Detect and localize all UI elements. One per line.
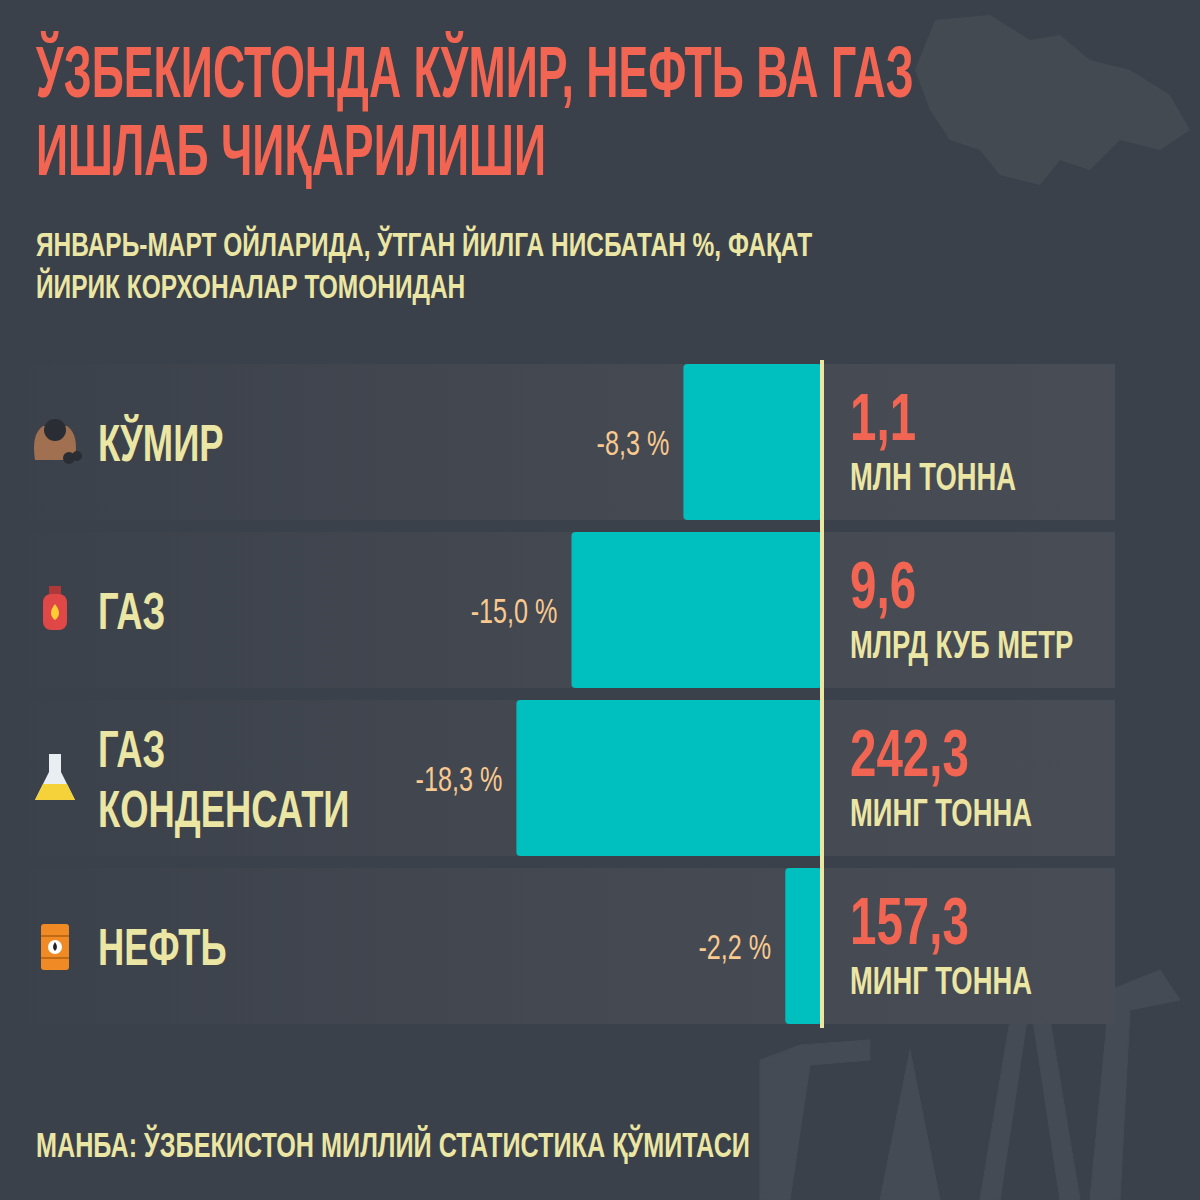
category-label-line: КЎМИР xyxy=(98,413,224,472)
category-label-line: ГАЗ xyxy=(98,581,165,640)
amount-unit: МИНГ ТОННА xyxy=(850,792,1032,834)
data-label: -15,0 % xyxy=(471,591,558,632)
category-icon xyxy=(43,586,67,630)
bar xyxy=(572,532,823,688)
category-label: ГАЗКОНДЕНСАТИ xyxy=(98,719,350,839)
category-label-line: НЕФТЬ xyxy=(98,917,227,976)
valve xyxy=(49,586,61,594)
coal xyxy=(72,451,82,461)
bar xyxy=(683,364,822,520)
barrel xyxy=(41,924,69,970)
subtitle-line: ЙИРИК КОРХОНАЛАР ТОМОНИДАН xyxy=(36,267,465,305)
barrel-badge xyxy=(48,940,62,954)
bar xyxy=(516,700,822,856)
data-label: -18,3 % xyxy=(416,759,503,800)
row-band xyxy=(0,868,1115,1024)
zero-line xyxy=(820,360,824,1028)
amount-unit: МИНГ ТОННА xyxy=(850,960,1032,1002)
liquid xyxy=(35,784,75,800)
flame xyxy=(51,604,59,620)
bars xyxy=(516,364,822,1024)
background xyxy=(0,0,1200,1200)
row-bands xyxy=(0,364,1115,1024)
category-label: КЎМИР xyxy=(98,413,224,472)
amount: 9,6 xyxy=(850,548,916,621)
amount-unit: МЛН ТОННА xyxy=(850,456,1016,498)
subtitle: ЯНВАРЬ-МАРТ ОЙЛАРИДА, ЎТГАН ЙИЛГА НИСБАТ… xyxy=(36,225,812,305)
pumpjack-stand xyxy=(880,1050,940,1200)
category-icon xyxy=(41,924,69,970)
row-band xyxy=(0,532,1115,688)
icons xyxy=(34,419,82,970)
amount-unit: МЛРД КУБ МЕТР xyxy=(850,624,1073,666)
title-line: ЎЗБЕКИСТОНДА КЎМИР, НЕФТЬ ВА ГАЗ xyxy=(35,32,913,113)
data-label: -2,2 % xyxy=(698,927,771,968)
data-label: -8,3 % xyxy=(597,423,670,464)
row-band xyxy=(0,364,1115,520)
amount: 157,3 xyxy=(850,884,969,957)
oil-drop xyxy=(53,942,57,951)
row-band xyxy=(0,700,1115,856)
category-label: ГАЗ xyxy=(98,581,165,640)
coal xyxy=(44,419,66,441)
barrel-ring xyxy=(41,935,69,937)
source: МАНБА: ЎЗБЕКИСТОН МИЛЛИЙ СТАТИСТИКА ҚЎМИ… xyxy=(36,1123,750,1165)
category-label-line: ГАЗ xyxy=(98,719,165,778)
pumpjack xyxy=(760,1040,870,1200)
flask xyxy=(35,754,75,800)
amount: 242,3 xyxy=(850,716,969,789)
subtitle-line: ЯНВАРЬ-МАРТ ОЙЛАРИДА, ЎТГАН ЙИЛГА НИСБАТ… xyxy=(36,225,812,263)
category-label: НЕФТЬ xyxy=(98,917,227,976)
title: ЎЗБЕКИСТОНДА КЎМИР, НЕФТЬ ВА ГАЗИШЛАБ ЧИ… xyxy=(35,32,913,191)
labels: -8,3 % КЎМИР 1,1МЛН ТОННА -15,0 % ГАЗ 9,6МЛРД… xyxy=(98,380,1073,1002)
cylinder xyxy=(43,594,67,630)
barrel-ring xyxy=(41,957,69,959)
category-icon xyxy=(35,754,75,800)
infographic: ЎЗБЕКИСТОНДА КЎМИР, НЕФТЬ ВА ГАЗИШЛАБ ЧИ… xyxy=(0,0,1200,1200)
bar xyxy=(785,868,822,1024)
map-silhouette xyxy=(915,15,1190,185)
category-label-line: КОНДЕНСАТИ xyxy=(98,780,350,839)
amount: 1,1 xyxy=(850,380,916,453)
category-icon xyxy=(34,419,82,464)
title-line: ИШЛАБ ЧИҚАРИЛИШИ xyxy=(36,110,546,191)
